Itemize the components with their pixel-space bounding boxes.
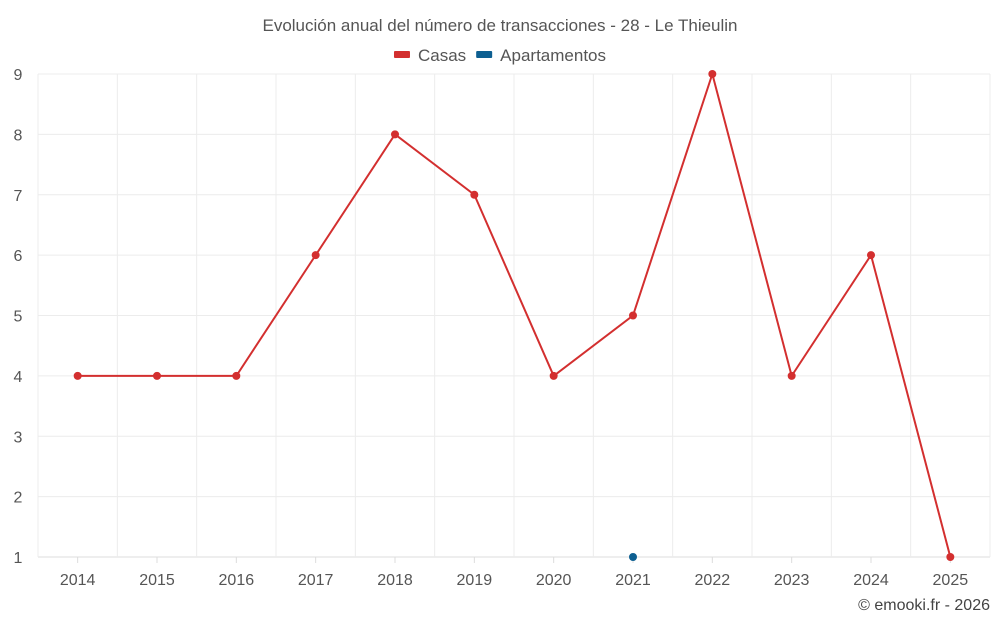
data-point-apartamentos[interactable] — [629, 553, 637, 561]
x-tick-label: 2023 — [774, 572, 810, 589]
x-tick-label: 2017 — [298, 572, 334, 589]
data-point-casas[interactable] — [153, 371, 161, 380]
data-point-casas[interactable] — [73, 371, 82, 380]
data-point-casas[interactable] — [470, 190, 479, 199]
x-tick-label: 2022 — [695, 572, 731, 589]
legend-label: Apartamentos — [500, 46, 606, 65]
x-tick-label: 2021 — [615, 572, 651, 589]
data-point-casas[interactable] — [391, 130, 399, 139]
x-tick-label: 2018 — [377, 572, 413, 589]
y-tick-label: 4 — [14, 369, 23, 386]
legend-item-casas[interactable]: Casas — [393, 46, 466, 65]
y-tick-label: 8 — [14, 127, 23, 144]
data-point-casas[interactable] — [946, 553, 955, 561]
credit-text: © emooki.fr - 2026 — [858, 597, 990, 614]
data-point-casas[interactable] — [549, 371, 558, 380]
data-point-casas[interactable] — [867, 251, 875, 260]
chart-title: Evolución anual del número de transaccio… — [262, 16, 737, 35]
legend-swatch — [393, 51, 410, 58]
y-tick-label: 6 — [14, 248, 23, 265]
legend-label: Casas — [418, 46, 466, 65]
x-tick-label: 2020 — [536, 572, 572, 589]
data-point-casas[interactable] — [232, 371, 241, 380]
data-point-casas[interactable] — [787, 371, 796, 380]
legend-item-apartamentos[interactable]: Apartamentos — [476, 46, 606, 65]
series-points — [73, 70, 955, 561]
data-point-casas[interactable] — [708, 70, 717, 78]
x-tick-label: 2025 — [933, 572, 969, 589]
y-axis-ticks: 1 2 3 4 5 6 7 8 9 — [14, 67, 23, 567]
x-tick-label: 2014 — [60, 572, 96, 589]
legend: Casas Apartamentos — [393, 46, 606, 65]
y-tick-label: 9 — [14, 67, 23, 84]
x-axis-ticks: 2014 2015 2016 2017 2018 2019 2020 2021 2022 2023… — [60, 557, 968, 589]
series-line-casas — [77, 70, 952, 558]
x-tick-label: 2016 — [219, 572, 255, 589]
y-tick-label: 3 — [14, 429, 23, 446]
y-tick-label: 5 — [14, 309, 23, 326]
y-tick-label: 7 — [14, 188, 23, 205]
legend-swatch — [476, 51, 493, 58]
y-tick-label: 2 — [14, 490, 23, 507]
y-tick-label: 1 — [14, 550, 23, 567]
grid — [37, 73, 991, 558]
x-tick-label: 2024 — [853, 572, 889, 589]
x-tick-label: 2019 — [457, 572, 493, 589]
x-tick-label: 2015 — [139, 572, 175, 589]
data-point-casas[interactable] — [311, 251, 320, 260]
data-point-casas[interactable] — [629, 311, 637, 320]
series-lines — [77, 70, 952, 558]
